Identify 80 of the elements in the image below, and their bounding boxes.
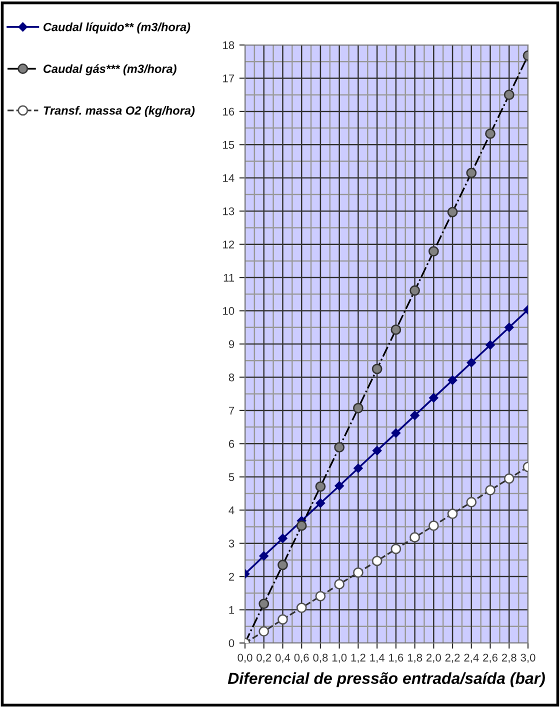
- legend-label: Caudal gás*** (m3/hora): [44, 64, 176, 76]
- y-tick-label: 18: [223, 41, 234, 50]
- point: [259, 551, 268, 561]
- x-tick-label: 0,4: [275, 654, 290, 663]
- point: [504, 473, 514, 484]
- point: [504, 90, 514, 100]
- x-tick-label: 1,6: [389, 654, 404, 663]
- point: [390, 324, 402, 335]
- y-tick-label: 13: [223, 207, 234, 216]
- y-tick-label: 4: [228, 506, 234, 514]
- y-tick-label: 5: [228, 473, 234, 482]
- y-tick-label: 17: [223, 74, 234, 82]
- point: [390, 544, 402, 554]
- point: [354, 464, 363, 473]
- y-tick-label: 8: [228, 373, 234, 382]
- y-tick-label: 16: [223, 108, 234, 116]
- x-tick-label: 1,2: [351, 654, 366, 663]
- legend-label: Transf. massa O2 (kg/hora): [44, 106, 195, 118]
- point: [429, 393, 438, 402]
- point: [391, 428, 401, 438]
- y-tick-label: 15: [223, 141, 234, 149]
- point: [315, 481, 326, 492]
- x-tick-label: 0,2: [256, 654, 272, 663]
- x-tick-label: 1,0: [332, 654, 347, 663]
- x-tick-label: 2,0: [426, 654, 441, 663]
- x-tick-label: 2,8: [502, 654, 516, 663]
- x-tick-label: 0,0: [238, 654, 252, 663]
- x-tick-label: 1,4: [370, 654, 384, 663]
- x-tick-label: 0,6: [294, 654, 309, 663]
- point: [258, 626, 270, 637]
- point: [447, 206, 458, 218]
- point: [334, 578, 345, 590]
- point: [316, 498, 326, 508]
- y-tick-label: 3: [228, 540, 234, 548]
- x-tick-label: 0,8: [313, 654, 328, 663]
- point: [428, 520, 439, 531]
- point: [296, 520, 307, 531]
- point: [428, 246, 439, 257]
- point: [372, 446, 382, 456]
- y-tick-label: 9: [228, 340, 234, 348]
- point: [466, 496, 477, 508]
- y-tick-label: 11: [224, 274, 234, 282]
- x-tick-label: 2,4: [464, 654, 479, 663]
- y-tick-label: 10: [223, 307, 234, 315]
- point: [352, 567, 364, 578]
- point: [410, 532, 420, 543]
- point: [410, 285, 420, 296]
- point: [485, 484, 496, 496]
- x-tick-label: 3,0: [520, 654, 536, 663]
- point: [258, 598, 270, 610]
- y-tick-label: 2: [228, 572, 234, 581]
- point: [410, 410, 420, 420]
- point: [372, 556, 382, 566]
- point: [485, 128, 496, 139]
- y-tick-label: 14: [223, 174, 234, 182]
- point: [334, 442, 345, 453]
- point: [315, 590, 326, 602]
- point: [296, 602, 307, 613]
- point: [334, 481, 344, 490]
- point: [278, 534, 288, 543]
- x-tick-label: 2,6: [483, 654, 498, 663]
- point: [278, 560, 288, 570]
- y-tick-label: 1: [229, 606, 234, 614]
- y-tick-label: 0: [228, 639, 234, 648]
- y-tick-label: 6: [228, 440, 234, 448]
- x-tick-label: 1,8: [408, 654, 422, 663]
- y-tick-label: 12: [223, 240, 234, 248]
- point: [466, 358, 476, 368]
- point: [447, 508, 458, 519]
- point: [352, 402, 364, 414]
- x-tick-label: 2,2: [445, 654, 460, 663]
- point: [372, 364, 382, 374]
- point: [486, 340, 495, 350]
- x-axis-title: Diferencial de pressão entrada/saída (bar): [228, 672, 545, 688]
- point: [504, 322, 514, 332]
- point: [448, 376, 458, 385]
- point: [466, 168, 477, 178]
- y-tick-label: 7: [228, 406, 234, 414]
- legend-label: Caudal líquido** (m3/hora): [44, 22, 190, 34]
- point: [278, 614, 288, 625]
